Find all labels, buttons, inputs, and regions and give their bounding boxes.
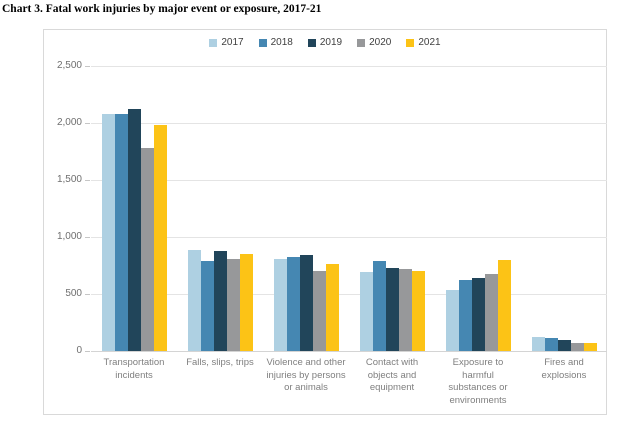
axis-tick: [85, 180, 90, 181]
bar-2021: [411, 271, 425, 351]
bar-2020: [398, 269, 412, 351]
y-axis-tick-label: 0: [76, 345, 82, 356]
bar-group-4: [349, 66, 435, 351]
y-axis-tick-label: 1,000: [56, 231, 82, 242]
bar-2018: [114, 114, 128, 351]
legend-swatch-icon: [406, 38, 415, 47]
bar-2017: [531, 337, 545, 351]
bar-2018: [200, 261, 214, 351]
y-axis-tick-label: 2,000: [56, 117, 82, 128]
chart-panel: 2017 2018 2019 2020 2021 0 500 1,000 1,500 2,000…: [43, 29, 607, 415]
bar-2018: [286, 257, 300, 351]
bar-2021: [583, 343, 597, 351]
legend-label: 2018: [270, 37, 293, 48]
x-axis-category-label: Contact with objects and equipment: [365, 357, 419, 394]
axis-tick: [85, 123, 90, 124]
bar-2020: [570, 343, 584, 351]
bar-2019: [299, 255, 313, 351]
bar-2017: [445, 290, 459, 351]
bar-2017: [273, 259, 287, 351]
legend-label: 2017: [221, 37, 244, 48]
bar-2017: [187, 250, 201, 351]
bar-2019: [213, 251, 227, 351]
bar-2018: [372, 261, 386, 351]
bar-2020: [312, 271, 326, 351]
gridline: [91, 237, 607, 238]
bar-2019: [385, 268, 399, 351]
bar-2020: [140, 148, 154, 351]
bar-2019: [127, 109, 141, 351]
gridline: [91, 294, 607, 295]
legend-item-2019: 2019: [307, 37, 343, 48]
axis-tick: [85, 66, 90, 67]
x-axis-category-label: Falls, slips, trips: [186, 357, 254, 368]
bar-2019: [557, 340, 571, 351]
legend-swatch-icon: [258, 38, 267, 47]
x-axis-category-label: Violence and other injuries by persons o…: [266, 357, 346, 394]
bar-2017: [101, 114, 115, 351]
bar-2020: [226, 259, 240, 351]
y-axis-tick-label: 2,500: [56, 60, 82, 71]
bar-group-6: [521, 66, 607, 351]
bar-2021: [239, 254, 253, 351]
gridline: [91, 351, 607, 352]
bar-2020: [484, 274, 498, 351]
legend-swatch-icon: [209, 38, 218, 47]
legend-item-2017: 2017: [209, 37, 244, 48]
legend-swatch-icon: [307, 38, 316, 47]
y-axis-tick-label: 1,500: [56, 174, 82, 185]
axis-tick: [85, 237, 90, 238]
legend-item-2018: 2018: [258, 37, 293, 48]
x-axis-category-label: Fires and explosions: [541, 357, 587, 381]
bar-2021: [497, 260, 511, 351]
chart-title: Chart 3. Fatal work injuries by major ev…: [2, 3, 322, 15]
legend-item-2020: 2020: [357, 37, 391, 48]
gridline: [91, 66, 607, 67]
bar-2021: [325, 264, 339, 351]
bar-groups: [91, 66, 607, 351]
bar-group-3: [263, 66, 349, 351]
bar-group-5: [435, 66, 521, 351]
bar-2021: [153, 125, 167, 351]
bar-2017: [359, 272, 373, 351]
y-axis-tick-label: 500: [65, 288, 82, 299]
bar-2018: [458, 280, 472, 351]
bar-group-2: [177, 66, 263, 351]
legend-item-2021: 2021: [406, 37, 441, 48]
bar-2019: [471, 278, 485, 351]
bar-group-1: [91, 66, 177, 351]
plot-area: 0 500 1,000 1,500 2,000 2,500 Transportation i…: [57, 60, 607, 406]
axis-tick: [85, 351, 90, 352]
x-axis-category-label: Transportation incidents: [103, 357, 165, 381]
legend-label: 2019: [319, 37, 343, 48]
gridline: [91, 123, 607, 124]
gridline: [91, 180, 607, 181]
legend-label: 2020: [369, 37, 392, 48]
chart-legend: 2017 2018 2019 2020 2021: [44, 37, 606, 48]
axis-tick: [85, 294, 90, 295]
legend-swatch-icon: [357, 38, 366, 47]
bar-2018: [544, 338, 558, 351]
x-axis-category-label: Exposure to harmful substances or enviro…: [448, 357, 508, 406]
legend-label: 2021: [418, 37, 441, 48]
